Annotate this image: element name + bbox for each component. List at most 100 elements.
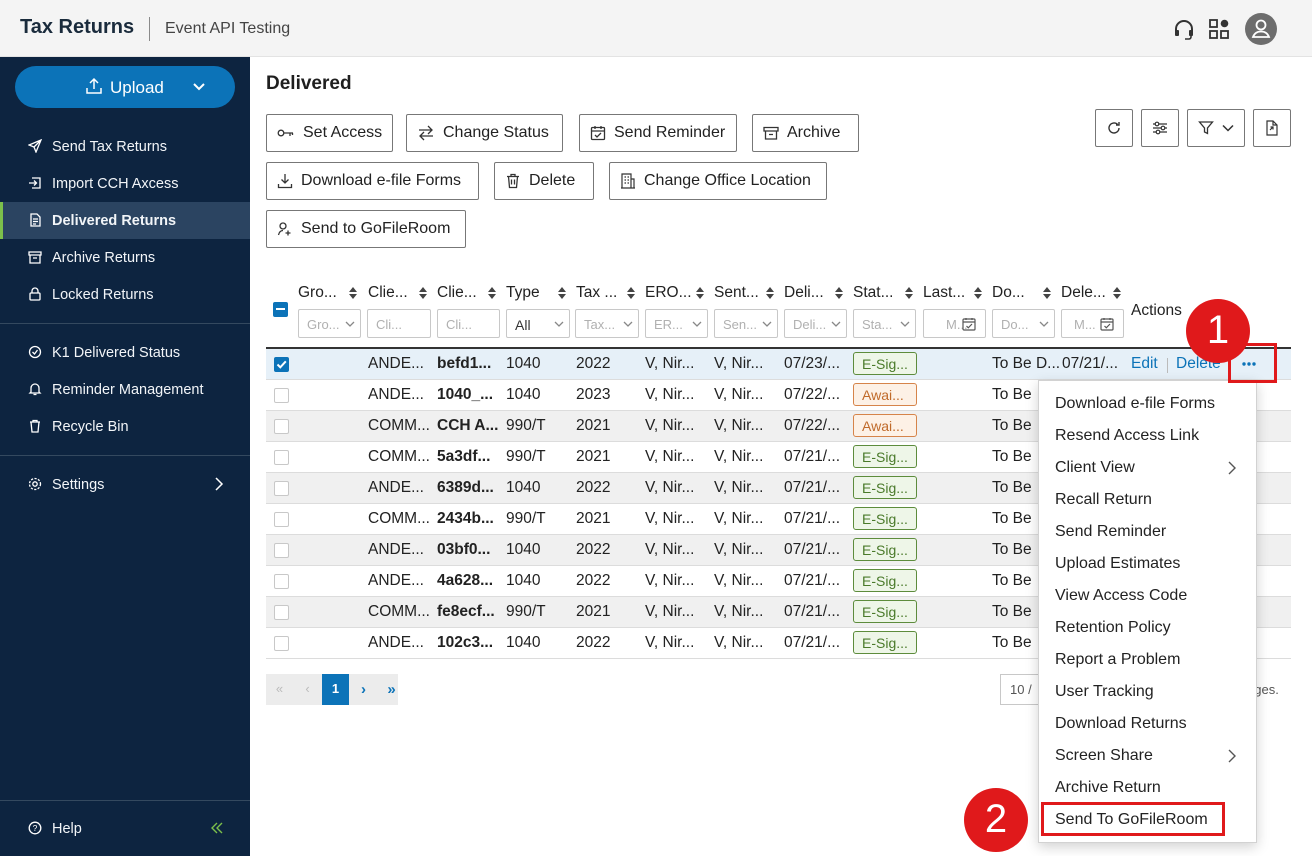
sort-icon[interactable] (765, 286, 775, 300)
sort-icon[interactable] (626, 286, 636, 300)
send-to-gofileroom-button[interactable]: Send to GoFileRoom (266, 210, 466, 248)
sidebar-item-reminder-management[interactable]: Reminder Management (0, 371, 250, 408)
set-access-button[interactable]: Set Access (266, 114, 393, 152)
sidebar-item-send-tax-returns[interactable]: Send Tax Returns (0, 128, 250, 165)
table-row[interactable]: ANDE... 4a628... 1040 2022 V, Nir... V, … (266, 566, 1291, 597)
upload-button[interactable]: Upload (15, 66, 235, 108)
col-header-download[interactable]: Do... (992, 284, 1025, 301)
col-header-sent-by[interactable]: Sent... (714, 284, 759, 301)
col-header-client-name[interactable]: Clie... (368, 284, 408, 301)
menu-item-send-reminder[interactable]: Send Reminder (1055, 523, 1167, 540)
export-button[interactable] (1253, 109, 1291, 147)
menu-item-user-tracking[interactable]: User Tracking (1055, 683, 1154, 700)
sort-icon[interactable] (418, 286, 428, 300)
row-checkbox[interactable] (274, 636, 289, 651)
filter-type[interactable]: All (506, 309, 570, 338)
table-row[interactable]: COMM... 5a3df... 990/T 2021 V, Nir... V,… (266, 442, 1291, 473)
archive-button[interactable]: Archive (752, 114, 859, 152)
sidebar-item-import-cch-axcess[interactable]: Import CCH Axcess (0, 165, 250, 202)
filter-last-reminder[interactable]: M... (923, 309, 986, 338)
menu-item-screen-share[interactable]: Screen Share (1055, 747, 1153, 764)
col-header-ero[interactable]: ERO... (645, 284, 692, 301)
refresh-button[interactable] (1095, 109, 1133, 147)
table-row[interactable]: COMM... 2434b... 990/T 2021 V, Nir... V,… (266, 504, 1291, 535)
table-row[interactable]: ANDE... 1040_... 1040 2023 V, Nir... V, … (266, 380, 1291, 411)
col-header-deleted[interactable]: Dele... (1061, 284, 1106, 301)
menu-item-send-to-gofileroom[interactable]: Send To GoFileRoom (1055, 811, 1208, 828)
filter-sent-by[interactable]: Sen... (714, 309, 778, 338)
sidebar-item-settings[interactable]: Settings (0, 466, 250, 503)
delete-button[interactable]: Delete (494, 162, 594, 200)
filter-client-id[interactable]: Cli... (437, 309, 500, 338)
more-actions-button[interactable] (1235, 349, 1263, 378)
table-row[interactable]: ANDE... 102c3... 1040 2022 V, Nir... V, … (266, 628, 1291, 659)
col-header-last-reminder[interactable]: Last... (923, 284, 966, 301)
sort-icon[interactable] (557, 286, 567, 300)
sort-icon[interactable] (487, 286, 497, 300)
row-checkbox[interactable] (274, 419, 289, 434)
sidebar-item-locked-returns[interactable]: Locked Returns (0, 276, 250, 313)
sidebar-item-delivered-returns[interactable]: Delivered Returns (0, 202, 250, 239)
filter-status[interactable]: Sta... (853, 309, 916, 338)
col-header-tax-year[interactable]: Tax ... (576, 284, 618, 301)
menu-item-retention-policy[interactable]: Retention Policy (1055, 619, 1171, 636)
edit-link[interactable]: Edit (1131, 355, 1158, 372)
sort-icon[interactable] (834, 286, 844, 300)
menu-item-client-view[interactable]: Client View (1055, 459, 1135, 476)
menu-item-recall-return[interactable]: Recall Return (1055, 491, 1152, 508)
last-page-button[interactable]: » (387, 681, 396, 698)
filter-group[interactable]: Gro... (298, 309, 361, 338)
col-header-type[interactable]: Type (506, 284, 540, 301)
headset-icon[interactable] (1172, 17, 1196, 41)
row-checkbox[interactable] (274, 543, 289, 558)
col-header-client-id[interactable]: Clie... (437, 284, 477, 301)
filter-deleted[interactable]: M... (1061, 309, 1124, 338)
menu-item-view-access-code[interactable]: View Access Code (1055, 587, 1188, 604)
select-all-checkbox[interactable] (273, 302, 288, 317)
col-header-delivered[interactable]: Deli... (784, 284, 824, 301)
download-efile-forms-button[interactable]: Download e-file Forms (266, 162, 479, 200)
filter-ero[interactable]: ER... (645, 309, 708, 338)
change-office-location-button[interactable]: Change Office Location (609, 162, 827, 200)
menu-item-report-a-problem[interactable]: Report a Problem (1055, 651, 1181, 668)
menu-item-archive-return[interactable]: Archive Return (1055, 779, 1161, 796)
filter-client-name[interactable]: Cli... (367, 309, 431, 338)
user-avatar[interactable] (1245, 13, 1277, 45)
current-page-button[interactable]: 1 (322, 674, 349, 705)
sidebar-item-k1-delivered-status[interactable]: K1 Delivered Status (0, 334, 250, 371)
col-header-status[interactable]: Stat... (853, 284, 894, 301)
change-status-button[interactable]: Change Status (406, 114, 563, 152)
row-checkbox[interactable] (274, 574, 289, 589)
row-checkbox[interactable] (274, 357, 289, 372)
first-page-button[interactable]: « (275, 681, 284, 696)
next-page-button[interactable]: › (361, 681, 366, 698)
collapse-sidebar-icon[interactable] (210, 822, 224, 834)
column-settings-button[interactable] (1141, 109, 1179, 147)
sort-icon[interactable] (348, 286, 358, 300)
menu-item-upload-estimates[interactable]: Upload Estimates (1055, 555, 1181, 572)
sort-icon[interactable] (973, 286, 983, 300)
chevron-down-icon[interactable] (192, 80, 206, 94)
row-checkbox[interactable] (274, 605, 289, 620)
row-checkbox[interactable] (274, 388, 289, 403)
sort-icon[interactable] (1042, 286, 1052, 300)
menu-item-download-efile-forms[interactable]: Download e-file Forms (1055, 395, 1216, 412)
col-header-group[interactable]: Gro... (298, 284, 337, 301)
table-row[interactable]: ANDE... befd1... 1040 2022 V, Nir... V, … (266, 349, 1291, 380)
sort-icon[interactable] (1112, 286, 1122, 300)
send-reminder-button[interactable]: Send Reminder (579, 114, 737, 152)
filter-tax-year[interactable]: Tax... (575, 309, 639, 338)
filter-delivered[interactable]: Deli... (784, 309, 847, 338)
filter-dropdown-button[interactable] (1187, 109, 1245, 147)
row-checkbox[interactable] (274, 481, 289, 496)
sort-icon[interactable] (695, 286, 705, 300)
sort-icon[interactable] (904, 286, 914, 300)
filter-download[interactable]: Do... (992, 309, 1055, 338)
menu-item-resend-access-link[interactable]: Resend Access Link (1055, 427, 1200, 444)
row-checkbox[interactable] (274, 512, 289, 527)
sidebar-item-help[interactable]: ? Help (0, 810, 250, 847)
row-checkbox[interactable] (274, 450, 289, 465)
apps-icon[interactable] (1207, 17, 1231, 41)
sidebar-item-recycle-bin[interactable]: Recycle Bin (0, 408, 250, 445)
sidebar-item-archive-returns[interactable]: Archive Returns (0, 239, 250, 276)
